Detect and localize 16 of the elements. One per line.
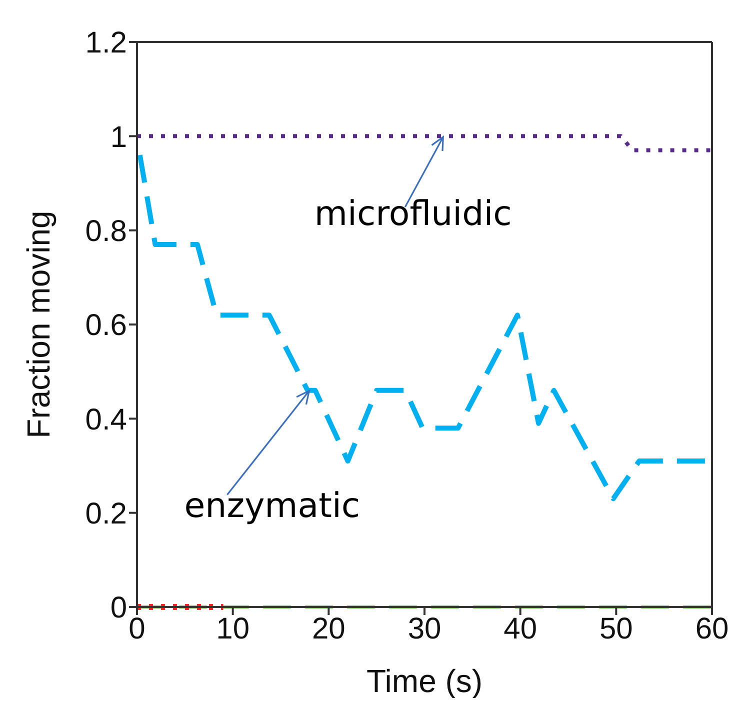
y-tick-label: 0 bbox=[110, 592, 127, 625]
x-tick-label: 50 bbox=[599, 612, 633, 646]
annotation: enzymatic bbox=[184, 486, 360, 526]
x-tick-label: 10 bbox=[216, 612, 250, 646]
y-tick-label: 0.4 bbox=[85, 403, 127, 436]
y-tick-label: 1.2 bbox=[85, 26, 127, 60]
y-tick-label: 0.2 bbox=[85, 497, 127, 530]
x-tick-label: 60 bbox=[695, 612, 729, 646]
y-tick-label: 0.6 bbox=[85, 309, 127, 342]
x-tick-label: 40 bbox=[504, 612, 538, 646]
annotation: microfluidic bbox=[314, 194, 512, 234]
y-tick-label: 0.8 bbox=[85, 214, 127, 248]
x-tick-label: 20 bbox=[312, 612, 346, 646]
y-axis-title: Fraction moving bbox=[20, 210, 56, 438]
y-tick-label: 1 bbox=[110, 120, 127, 154]
x-tick-label: 30 bbox=[408, 612, 442, 646]
